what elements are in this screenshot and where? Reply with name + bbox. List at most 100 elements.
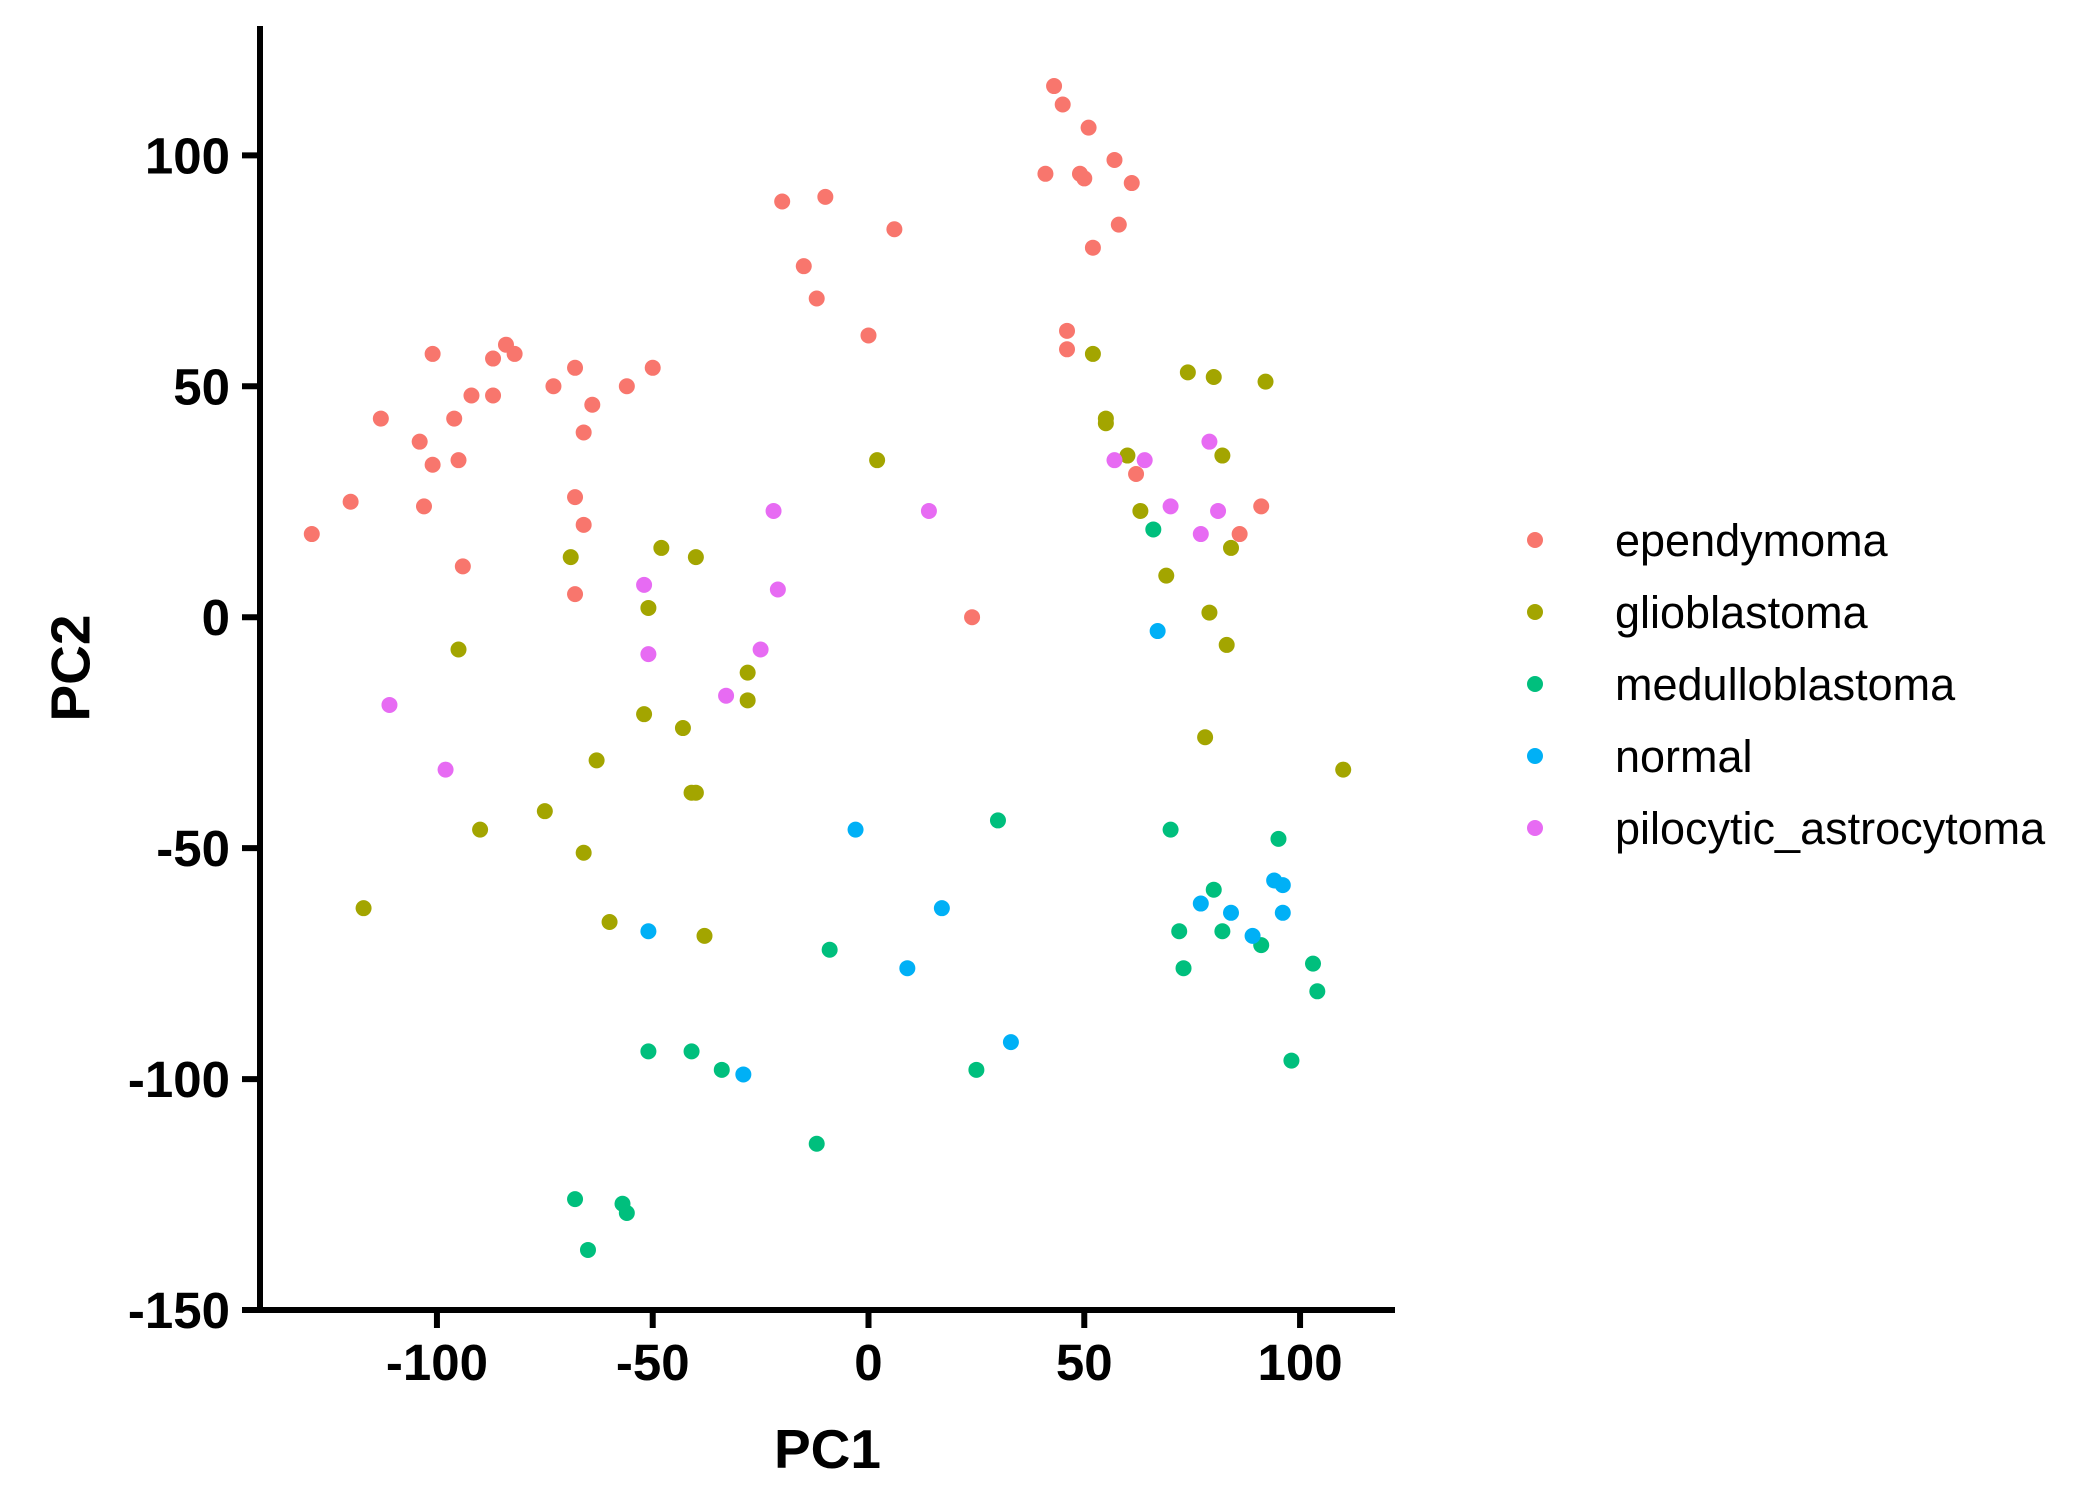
data-point <box>303 526 320 543</box>
data-point <box>1274 877 1291 894</box>
data-point <box>506 345 523 362</box>
data-point <box>1205 881 1222 898</box>
x-tick-label: -100 <box>386 1334 488 1391</box>
legend-label: normal <box>1615 731 1753 782</box>
data-point <box>687 784 704 801</box>
data-point <box>450 641 467 658</box>
data-point <box>1080 119 1097 136</box>
data-point <box>1214 447 1231 464</box>
legend-marker <box>1527 676 1543 692</box>
data-point <box>774 193 791 210</box>
data-point <box>640 599 657 616</box>
data-point <box>1110 216 1127 233</box>
data-point <box>567 586 584 603</box>
y-tick-label: -100 <box>128 1051 230 1108</box>
data-point <box>355 900 372 917</box>
legend-marker <box>1527 748 1543 764</box>
data-points <box>303 78 1352 1258</box>
data-point <box>847 821 864 838</box>
data-point <box>584 396 601 413</box>
data-point <box>1253 498 1270 515</box>
data-point <box>454 558 471 575</box>
data-point <box>1084 345 1101 362</box>
data-point <box>1335 761 1352 778</box>
data-point <box>1132 502 1149 519</box>
series-glioblastoma <box>355 345 1352 944</box>
series-medulloblastoma <box>567 521 1326 1258</box>
data-point <box>1231 526 1248 543</box>
data-point <box>640 923 657 940</box>
data-point <box>472 821 489 838</box>
data-point <box>567 489 584 506</box>
data-point <box>450 452 467 469</box>
data-point <box>1002 1034 1019 1051</box>
data-point <box>1274 904 1291 921</box>
data-point <box>1244 927 1261 944</box>
data-point <box>1037 165 1054 182</box>
data-point <box>536 803 553 820</box>
data-point <box>674 720 691 737</box>
data-point <box>636 706 653 723</box>
data-point <box>381 696 398 713</box>
data-point <box>1076 170 1093 187</box>
series-normal <box>640 623 1291 1083</box>
data-point <box>644 359 661 376</box>
legend-marker <box>1527 532 1543 548</box>
data-point <box>1218 636 1235 653</box>
data-point <box>752 641 769 658</box>
data-point <box>1158 567 1175 584</box>
data-point <box>1223 539 1240 556</box>
data-point <box>636 576 653 593</box>
data-point <box>1162 821 1179 838</box>
legend: ependymoma glioblastoma medulloblastoma nor… <box>1527 515 2046 854</box>
data-point <box>1084 239 1101 256</box>
data-point <box>424 456 441 473</box>
data-point <box>372 410 389 427</box>
data-point <box>575 844 592 861</box>
data-point <box>1214 923 1231 940</box>
data-point <box>1197 729 1214 746</box>
data-point <box>1309 983 1326 1000</box>
data-point <box>1192 526 1209 543</box>
data-point <box>415 498 432 515</box>
data-point <box>437 761 454 778</box>
data-point <box>1128 466 1145 483</box>
data-point <box>567 359 584 376</box>
data-point <box>575 516 592 533</box>
data-point <box>1175 960 1192 977</box>
data-point <box>683 1043 700 1060</box>
legend-label: pilocytic_astrocytoma <box>1615 803 2046 854</box>
data-point <box>869 452 886 469</box>
data-point <box>342 493 359 510</box>
data-point <box>1054 96 1071 113</box>
data-point <box>739 664 756 681</box>
data-point <box>989 812 1006 829</box>
y-tick-label: 0 <box>202 589 230 646</box>
x-tick-label: 50 <box>1056 1334 1113 1391</box>
data-point <box>485 387 502 404</box>
data-point <box>821 941 838 958</box>
y-tick-label: 100 <box>145 127 230 184</box>
data-point <box>1205 369 1222 386</box>
data-point <box>1210 502 1227 519</box>
data-point <box>899 960 916 977</box>
y-tick-label: -150 <box>128 1282 230 1339</box>
data-point <box>1270 830 1287 847</box>
data-point <box>1059 322 1076 339</box>
data-point <box>735 1066 752 1083</box>
y-axis-ticks: 100 50 0 -50 -100 -150 <box>128 127 260 1339</box>
data-point <box>579 1241 596 1258</box>
data-point <box>1046 78 1063 95</box>
data-point <box>1136 452 1153 469</box>
data-point <box>545 378 562 395</box>
data-point <box>1305 955 1322 972</box>
data-point <box>713 1061 730 1078</box>
data-point <box>860 327 877 344</box>
data-point <box>886 221 903 238</box>
data-point <box>1106 151 1123 168</box>
x-axis-ticks: -100 -50 0 50 100 <box>386 1310 1343 1391</box>
data-point <box>1201 433 1218 450</box>
data-point <box>640 1043 657 1060</box>
data-point <box>653 539 670 556</box>
